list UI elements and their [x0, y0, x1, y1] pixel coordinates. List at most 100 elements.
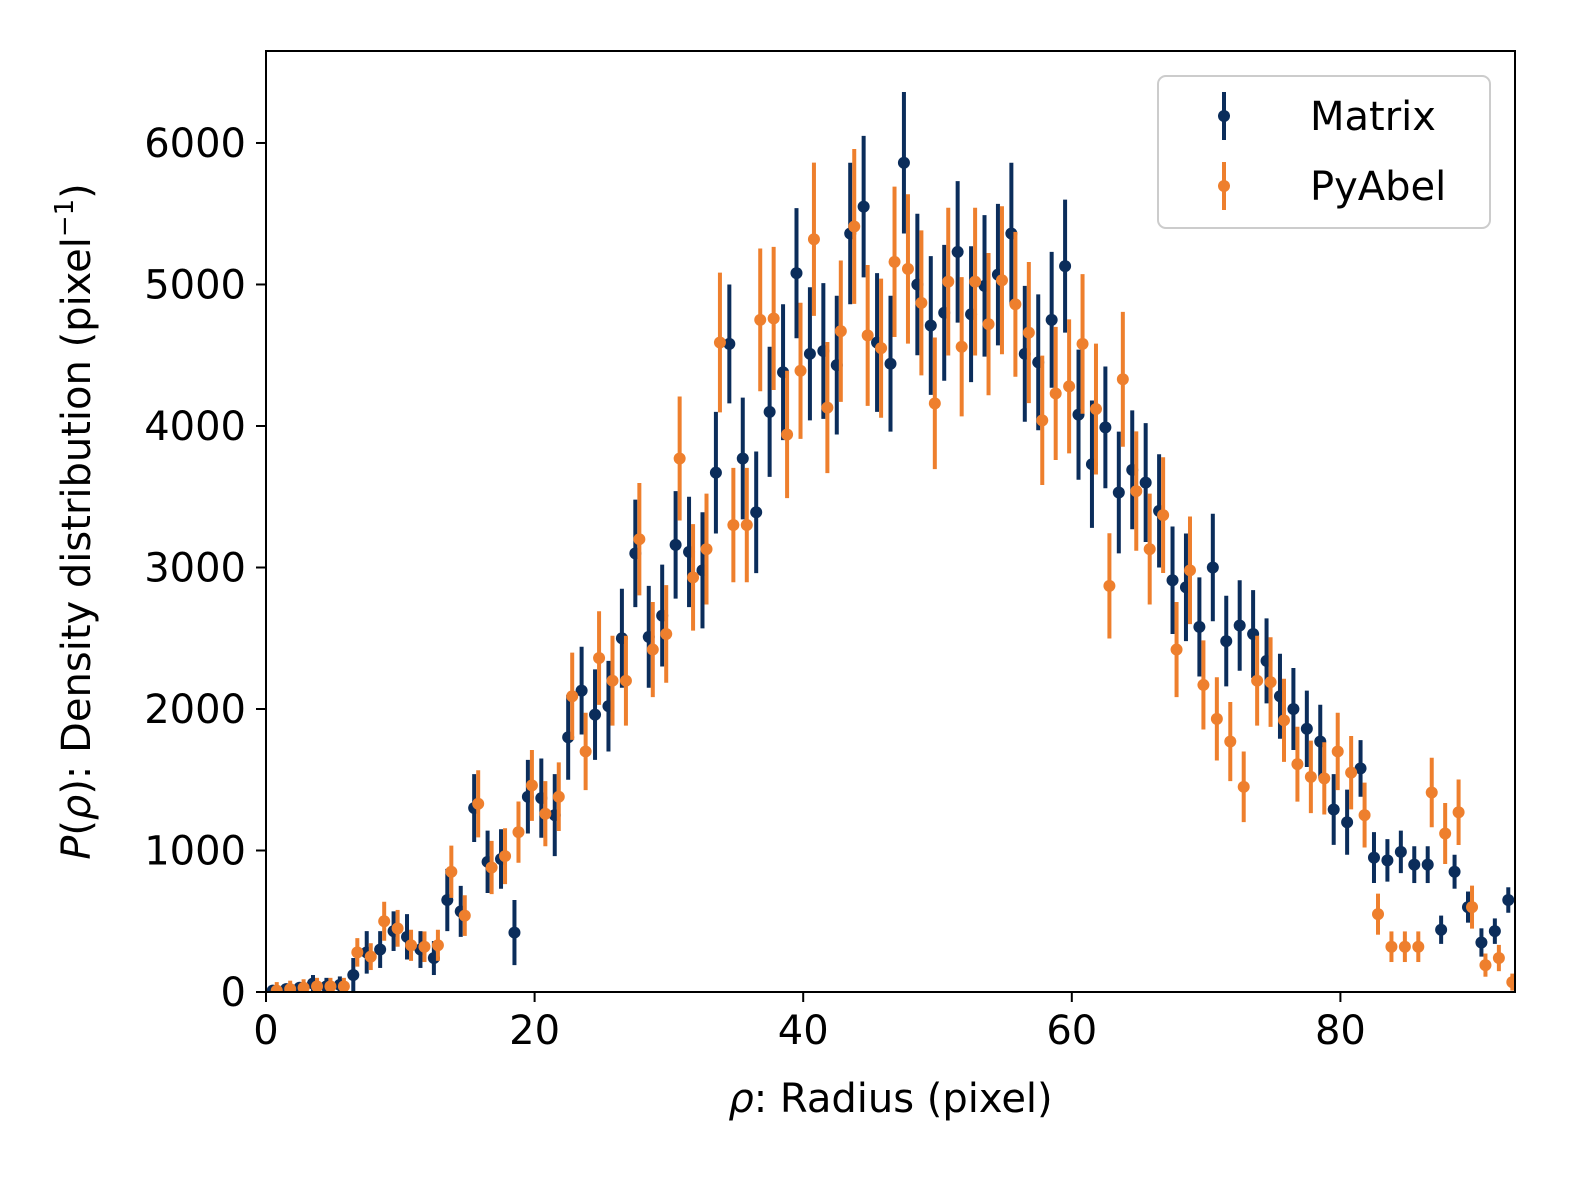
matrix-point: [1354, 762, 1367, 775]
pyabel-point: [1063, 380, 1076, 393]
y-axis-label-close: ): [54, 183, 100, 199]
x-axis-label: ρ: Radius (pixel): [728, 1076, 1052, 1122]
pyabel-point: [1466, 901, 1479, 914]
matrix-point: [790, 267, 803, 280]
x-axis-label-text: : Radius (pixel): [754, 1076, 1053, 1122]
pyabel-point: [445, 865, 458, 878]
legend-box: [1157, 75, 1491, 229]
matrix-point: [1408, 858, 1421, 871]
legend-matrix-label: Matrix: [1310, 94, 1436, 140]
pyabel-point: [1412, 940, 1425, 953]
matrix-point: [924, 319, 937, 332]
pyabel-point: [633, 533, 646, 546]
pyabel-point: [619, 674, 632, 687]
pyabel-point: [1076, 337, 1089, 350]
y-tick-label: 6000: [144, 121, 246, 167]
y-axis-label-exponent: −1: [50, 199, 80, 237]
pyabel-point: [311, 980, 324, 992]
pyabel-point: [499, 850, 512, 863]
pyabel-point: [955, 340, 968, 353]
pyabel-point: [901, 262, 914, 275]
pyabel-point: [834, 325, 847, 338]
matrix-point: [1059, 260, 1072, 273]
pyabel-point: [781, 428, 794, 441]
pyabel-point: [593, 652, 606, 665]
matrix-point: [1287, 702, 1300, 715]
matrix-point: [1099, 421, 1112, 434]
matrix-point: [1166, 574, 1179, 587]
pyabel-point: [1358, 809, 1371, 822]
pyabel-point: [861, 329, 874, 342]
matrix-point: [374, 943, 387, 956]
pyabel-point: [1385, 940, 1398, 953]
pyabel-point: [1089, 403, 1102, 416]
matrix-point: [857, 200, 870, 213]
matrix-point: [951, 245, 964, 258]
pyabel-point: [337, 980, 350, 992]
pyabel-point: [1224, 735, 1237, 748]
matrix-point: [1112, 486, 1125, 499]
matrix-point: [1502, 894, 1515, 907]
matrix-point: [1233, 619, 1246, 632]
matrix-point: [1421, 858, 1434, 871]
pyabel-point: [794, 364, 807, 377]
matrix-point: [1327, 803, 1340, 816]
x-tick-label: 0: [253, 1008, 278, 1054]
pyabel-point: [1103, 579, 1116, 592]
pyabel-point: [875, 342, 888, 355]
pyabel-point: [700, 543, 713, 556]
pyabel-point: [1022, 326, 1035, 339]
pyabel-point: [485, 861, 498, 874]
y-axis-label-paren-close: ): [54, 779, 100, 795]
pyabel-point: [888, 255, 901, 268]
pyabel-point: [606, 674, 619, 687]
pyabel-point: [727, 519, 740, 532]
pyabel-point: [1183, 564, 1196, 577]
pyabel-point: [431, 939, 444, 952]
matrix-point: [723, 337, 736, 350]
matrix-point: [589, 708, 602, 721]
pyabel-point: [754, 313, 767, 326]
matrix-point: [508, 926, 521, 939]
pyabel-point: [1439, 827, 1452, 840]
y-axis-label: P(ρ): Density distribution (pixel−1): [50, 183, 100, 860]
pyabel-point: [1116, 373, 1129, 386]
matrix-point: [1488, 925, 1501, 938]
pyabel-point: [297, 981, 310, 992]
pyabel-point: [1479, 959, 1492, 972]
pyabel-point: [1036, 414, 1049, 427]
pyabel-point: [1237, 780, 1250, 793]
pyabel-point: [364, 950, 377, 963]
y-tick-label: 5000: [144, 262, 246, 308]
matrix-point: [1381, 854, 1394, 867]
matrix-point: [1475, 936, 1488, 949]
x-tick-label: 80: [1315, 1008, 1366, 1054]
matrix-point: [1045, 313, 1058, 326]
pyabel-point: [1398, 940, 1411, 953]
pyabel-point: [807, 233, 820, 246]
pyabel-point: [1425, 786, 1438, 799]
pyabel-point: [324, 980, 337, 992]
y-tick-label: 0: [221, 970, 246, 1016]
pyabel-point: [1372, 908, 1385, 921]
pyabel-point: [1197, 678, 1210, 691]
pyabel-point: [378, 915, 391, 928]
pyabel-point: [1304, 770, 1317, 783]
matrix-point: [1139, 476, 1152, 489]
y-tick-label: 1000: [144, 828, 246, 874]
matrix-point: [750, 506, 763, 519]
pyabel-point: [512, 826, 525, 839]
pyabel-point: [539, 807, 552, 820]
pyabel-point: [982, 318, 995, 331]
matrix-point: [897, 156, 910, 169]
matrix-point: [1435, 923, 1448, 936]
legend-pyabel-marker: [1218, 180, 1230, 192]
matrix-point: [1448, 865, 1461, 878]
pyabel-point: [969, 275, 982, 288]
pyabel-point: [1049, 387, 1062, 400]
pyabel-point: [995, 274, 1008, 287]
pyabel-point: [942, 275, 955, 288]
pyabel-point: [1264, 676, 1277, 689]
pyabel-point: [1130, 485, 1143, 498]
legend-matrix-marker: [1218, 110, 1230, 122]
